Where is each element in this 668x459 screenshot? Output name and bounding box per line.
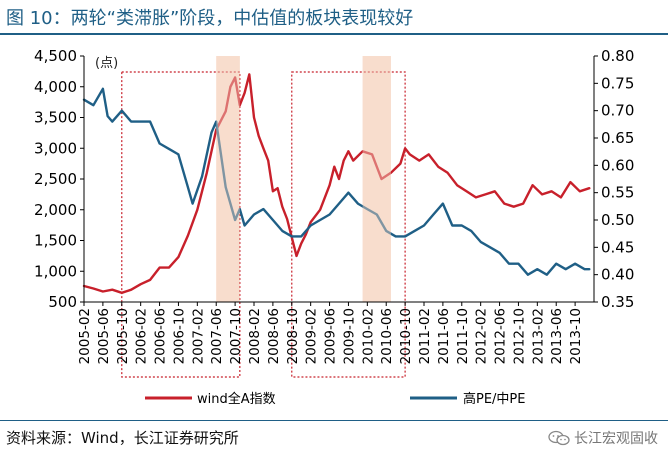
left-tick-label: 1,500 — [34, 232, 77, 250]
x-tick-label: 2008-10 — [285, 308, 301, 364]
right-tick-label: 0.50 — [601, 211, 634, 229]
x-tick-label: 2006-10 — [171, 308, 187, 364]
x-tick-label: 2011-10 — [455, 308, 471, 364]
x-tick-label: 2011-06 — [436, 308, 452, 364]
x-tick-label: 2012-02 — [474, 308, 490, 364]
left-tick-label: 2,000 — [34, 201, 77, 219]
left-tick-label: 1,000 — [34, 262, 77, 280]
x-tick-label: 2009-02 — [304, 308, 320, 364]
x-tick-label: 2009-10 — [341, 308, 357, 364]
x-tick-label: 2013-10 — [568, 308, 584, 364]
boxed-period-2 — [291, 71, 406, 378]
legend-label-1: wind全A指数 — [197, 391, 276, 407]
right-tick-label: 0.55 — [601, 184, 634, 202]
brand-label: 长江宏观固收 — [548, 428, 658, 448]
left-axis-unit: (点) — [95, 56, 118, 71]
footer-rule — [0, 420, 668, 421]
left-tick-label: 500 — [48, 293, 77, 311]
x-tick-label: 2011-02 — [417, 308, 433, 364]
title-rule — [0, 33, 668, 35]
wechat-icon — [548, 430, 570, 446]
x-tick-label: 2006-02 — [134, 308, 150, 364]
right-tick-label: 0.75 — [601, 74, 634, 92]
legend-label-2: 高PE/中PE — [463, 391, 526, 407]
right-tick-label: 0.40 — [601, 266, 634, 284]
left-tick-label: 2,500 — [34, 170, 77, 188]
x-tick-label: 2007-10 — [228, 308, 244, 364]
boxed-period-1 — [121, 71, 241, 378]
x-tick-label: 2010-02 — [360, 308, 376, 364]
series-lines — [82, 56, 591, 302]
source-note: 资料来源：Wind，长江证券研究所 — [6, 429, 239, 447]
x-tick-label: 2009-06 — [323, 308, 339, 364]
x-tick-label: 2010-10 — [398, 308, 414, 364]
right-tick-label: 0.35 — [601, 293, 634, 311]
x-tick-label: 2013-06 — [549, 308, 565, 364]
x-tick-label: 2012-10 — [511, 308, 527, 364]
right-tick-label: 0.45 — [601, 238, 634, 256]
left-tick-label: 3,500 — [34, 109, 77, 127]
legend: wind全A指数 高PE/中PE — [145, 391, 526, 407]
shaded-overlay-2 — [362, 56, 391, 302]
axes: 4,500 4,000 3,500 3,000 2,500 2,000 1,500 1,000… — [34, 47, 634, 364]
x-tick-label: 2010-06 — [379, 308, 395, 364]
x-tick-label: 2007-02 — [190, 308, 206, 364]
x-tick-label: 2012-06 — [493, 308, 509, 364]
x-tick-label: 2008-02 — [247, 308, 263, 364]
x-tick-label: 2007-06 — [209, 308, 225, 364]
right-tick-label: 0.65 — [601, 129, 634, 147]
x-tick-label: 2013-02 — [530, 308, 546, 364]
right-tick-label: 0.60 — [601, 156, 634, 174]
series-line-2 — [82, 87, 591, 276]
chart-title: 图 10：两轮“类滞胀”阶段，中估值的板块表现较好 — [6, 8, 414, 29]
left-tick-label: 4,000 — [34, 78, 77, 96]
x-tick-label: 2005-06 — [96, 308, 112, 364]
x-tick-label: 2005-10 — [115, 308, 131, 364]
brand-text: 长江宏观固收 — [574, 431, 658, 447]
right-tick-label: 0.80 — [601, 47, 634, 65]
right-tick-label: 0.70 — [601, 102, 634, 120]
shaded-overlay-1 — [216, 56, 240, 302]
x-tick-label: 2006-06 — [153, 308, 169, 364]
series-line-1 — [82, 73, 591, 294]
left-tick-label: 4,500 — [34, 47, 77, 65]
shaded-period-2 — [362, 56, 391, 302]
boxed-periods — [121, 71, 406, 378]
x-tick-label: 2005-02 — [77, 308, 93, 364]
left-tick-label: 3,000 — [34, 139, 77, 157]
x-tick-label: 2008-06 — [266, 308, 282, 364]
